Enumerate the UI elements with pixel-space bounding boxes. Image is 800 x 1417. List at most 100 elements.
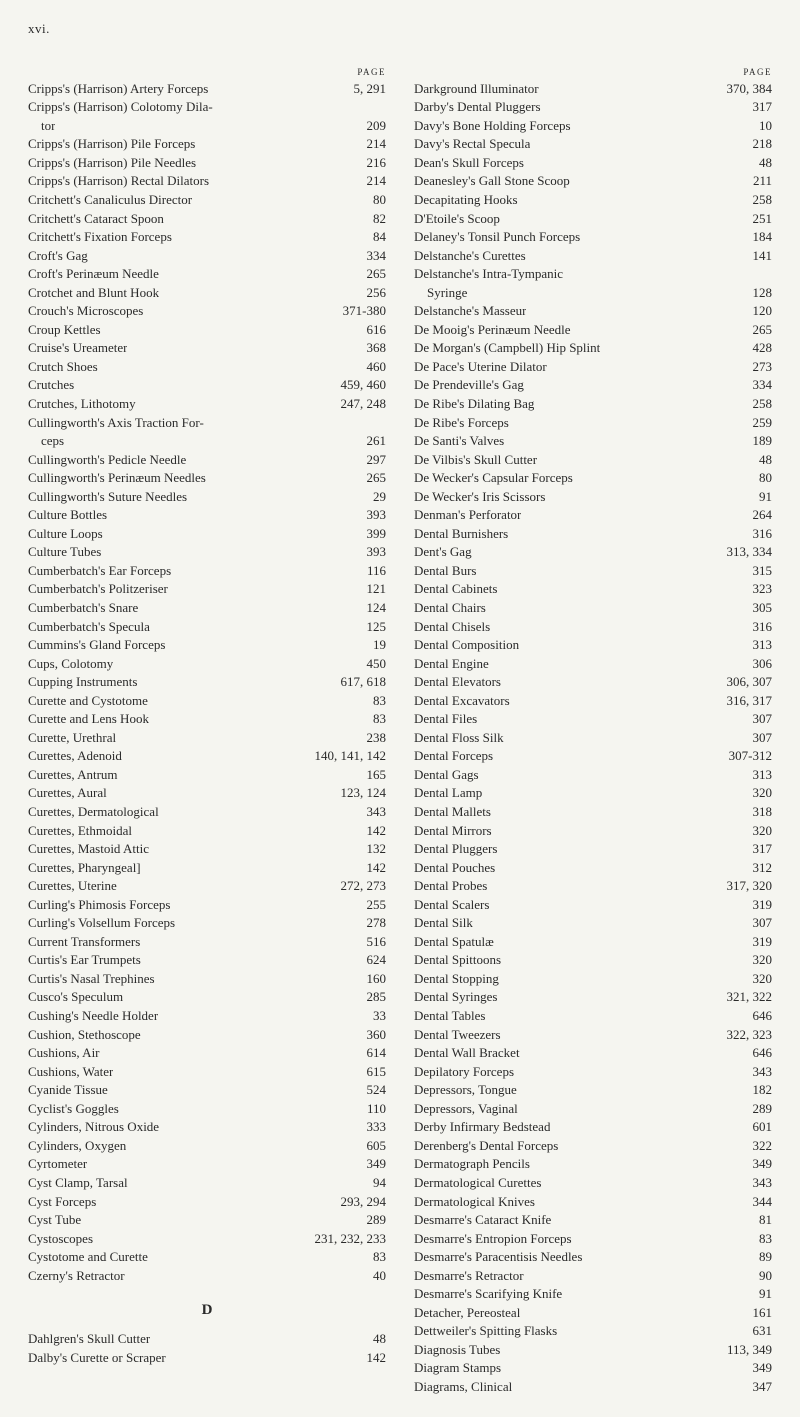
entry-page: 617, 618 <box>341 673 387 691</box>
entry-label: D'Etoile's Scoop <box>414 210 500 228</box>
entry-label: Cumberbatch's Specula <box>28 618 150 636</box>
index-entry: Cripps's (Harrison) Pile Needles216 <box>28 154 386 172</box>
entry-label: Crutches, Lithotomy <box>28 395 136 413</box>
index-entry: Critchett's Cataract Spoon82 <box>28 210 386 228</box>
entry-label: De Wecker's Iris Scissors <box>414 488 545 506</box>
entry-label: Desmarre's Paracentisis Needles <box>414 1248 582 1266</box>
index-entry: Culture Tubes393 <box>28 543 386 561</box>
entry-page: 459, 460 <box>341 376 387 394</box>
entry-page: 317, 320 <box>727 877 773 895</box>
index-entry: De Santi's Valves189 <box>414 432 772 450</box>
entry-label: Desmarre's Cataract Knife <box>414 1211 551 1229</box>
index-entry: Curettes, Ethmoidal142 <box>28 822 386 840</box>
entry-label: Cullingworth's Suture Needles <box>28 488 187 506</box>
index-entry: Cripps's (Harrison) Colotomy Dila- <box>28 98 386 116</box>
index-entry: Critchett's Canaliculus Director80 <box>28 191 386 209</box>
entry-page: 428 <box>742 339 772 357</box>
entry-page: 343 <box>742 1174 772 1192</box>
index-entry: Cummins's Gland Forceps19 <box>28 636 386 654</box>
entry-label: Cystotome and Curette <box>28 1248 148 1266</box>
index-entry: Depilatory Forceps343 <box>414 1063 772 1081</box>
index-entry: Cumberbatch's Ear Forceps116 <box>28 562 386 580</box>
entry-label: Dental Tweezers <box>414 1026 501 1044</box>
entry-page: 315 <box>742 562 772 580</box>
entry-label: Curettes, Ethmoidal <box>28 822 132 840</box>
index-entry: Denman's Perforator264 <box>414 506 772 524</box>
entry-label: Current Transformers <box>28 933 140 951</box>
index-entry: Dental Burs315 <box>414 562 772 580</box>
entry-page: 344 <box>742 1193 772 1211</box>
index-entry: Depressors, Vaginal289 <box>414 1100 772 1118</box>
index-entry: Critchett's Fixation Forceps84 <box>28 228 386 246</box>
entry-page: 322, 323 <box>727 1026 773 1044</box>
entry-page: 313, 334 <box>727 543 773 561</box>
index-entry: De Mooig's Perinæum Needle265 <box>414 321 772 339</box>
index-entry: Curtis's Ear Trumpets624 <box>28 951 386 969</box>
entry-page: 524 <box>356 1081 386 1099</box>
index-entry: Cupping Instruments617, 618 <box>28 673 386 691</box>
entry-page: 214 <box>356 135 386 153</box>
entry-page: 231, 232, 233 <box>315 1230 387 1248</box>
entry-label: Delstanche's Intra-Tympanic <box>414 265 563 283</box>
entry-page: 334 <box>356 247 386 265</box>
entry-page: 80 <box>356 191 386 209</box>
index-entry: Curettes, Uterine272, 273 <box>28 877 386 895</box>
entry-label: Depressors, Vaginal <box>414 1100 518 1118</box>
entry-page: 216 <box>356 154 386 172</box>
entry-label: Depilatory Forceps <box>414 1063 514 1081</box>
entry-page: 343 <box>356 803 386 821</box>
entry-page: 349 <box>742 1359 772 1377</box>
entry-page: 322 <box>742 1137 772 1155</box>
index-entry: Cyclist's Goggles110 <box>28 1100 386 1118</box>
entry-label: Cripps's (Harrison) Colotomy Dila- <box>28 98 213 116</box>
index-entry: Dental Spittoons320 <box>414 951 772 969</box>
index-entry: Cups, Colotomy450 <box>28 655 386 673</box>
index-entry: Dental Pluggers317 <box>414 840 772 858</box>
entry-label: Culture Bottles <box>28 506 107 524</box>
entry-page: 323 <box>742 580 772 598</box>
index-entry: Dental Probes317, 320 <box>414 877 772 895</box>
entry-label: De Ribe's Forceps <box>414 414 509 432</box>
entry-label: Critchett's Fixation Forceps <box>28 228 172 246</box>
entry-page: 605 <box>356 1137 386 1155</box>
entry-label: Cripps's (Harrison) Pile Forceps <box>28 135 195 153</box>
entry-page: 319 <box>742 896 772 914</box>
entry-page: 313 <box>742 636 772 654</box>
entry-label: Dental Tables <box>414 1007 485 1025</box>
entry-label: Cummins's Gland Forceps <box>28 636 165 654</box>
index-entry: Croft's Perinæum Needle265 <box>28 265 386 283</box>
index-entry: De Wecker's Capsular Forceps80 <box>414 469 772 487</box>
entry-label: Crotchet and Blunt Hook <box>28 284 159 302</box>
index-entry: Desmarre's Cataract Knife81 <box>414 1211 772 1229</box>
entry-label: Dalby's Curette or Scraper <box>28 1349 166 1367</box>
entry-label: Cyanide Tissue <box>28 1081 108 1099</box>
entry-page: 48 <box>742 154 772 172</box>
index-entry: De Pace's Uterine Dilator273 <box>414 358 772 376</box>
entry-page: 142 <box>356 1349 386 1367</box>
entry-page: 318 <box>742 803 772 821</box>
index-entry: Dental Chisels316 <box>414 618 772 636</box>
entry-page: 293, 294 <box>341 1193 387 1211</box>
entry-page: 319 <box>742 933 772 951</box>
entry-page: 370, 384 <box>727 80 773 98</box>
entry-label: Syringe <box>414 284 467 302</box>
index-entry: Dental Lamp320 <box>414 784 772 802</box>
entry-page: 90 <box>742 1267 772 1285</box>
entry-page: 116 <box>356 562 386 580</box>
entry-page: 601 <box>742 1118 772 1136</box>
entry-label: Croft's Perinæum Needle <box>28 265 159 283</box>
entry-label: Desmarre's Retractor <box>414 1267 524 1285</box>
entry-label: Dental Burnishers <box>414 525 508 543</box>
index-entry: Derenberg's Dental Forceps322 <box>414 1137 772 1155</box>
index-entry: Cusco's Speculum285 <box>28 988 386 1006</box>
entry-page: 258 <box>742 191 772 209</box>
entry-page: 516 <box>356 933 386 951</box>
entry-page: 307 <box>742 710 772 728</box>
entry-label: Delaney's Tonsil Punch Forceps <box>414 228 580 246</box>
entry-page: 317 <box>742 98 772 116</box>
entry-page: 259 <box>742 414 772 432</box>
index-entry: Curette, Urethral238 <box>28 729 386 747</box>
entry-page: 94 <box>356 1174 386 1192</box>
entry-label: Culture Tubes <box>28 543 101 561</box>
index-entry: Dental Wall Bracket646 <box>414 1044 772 1062</box>
